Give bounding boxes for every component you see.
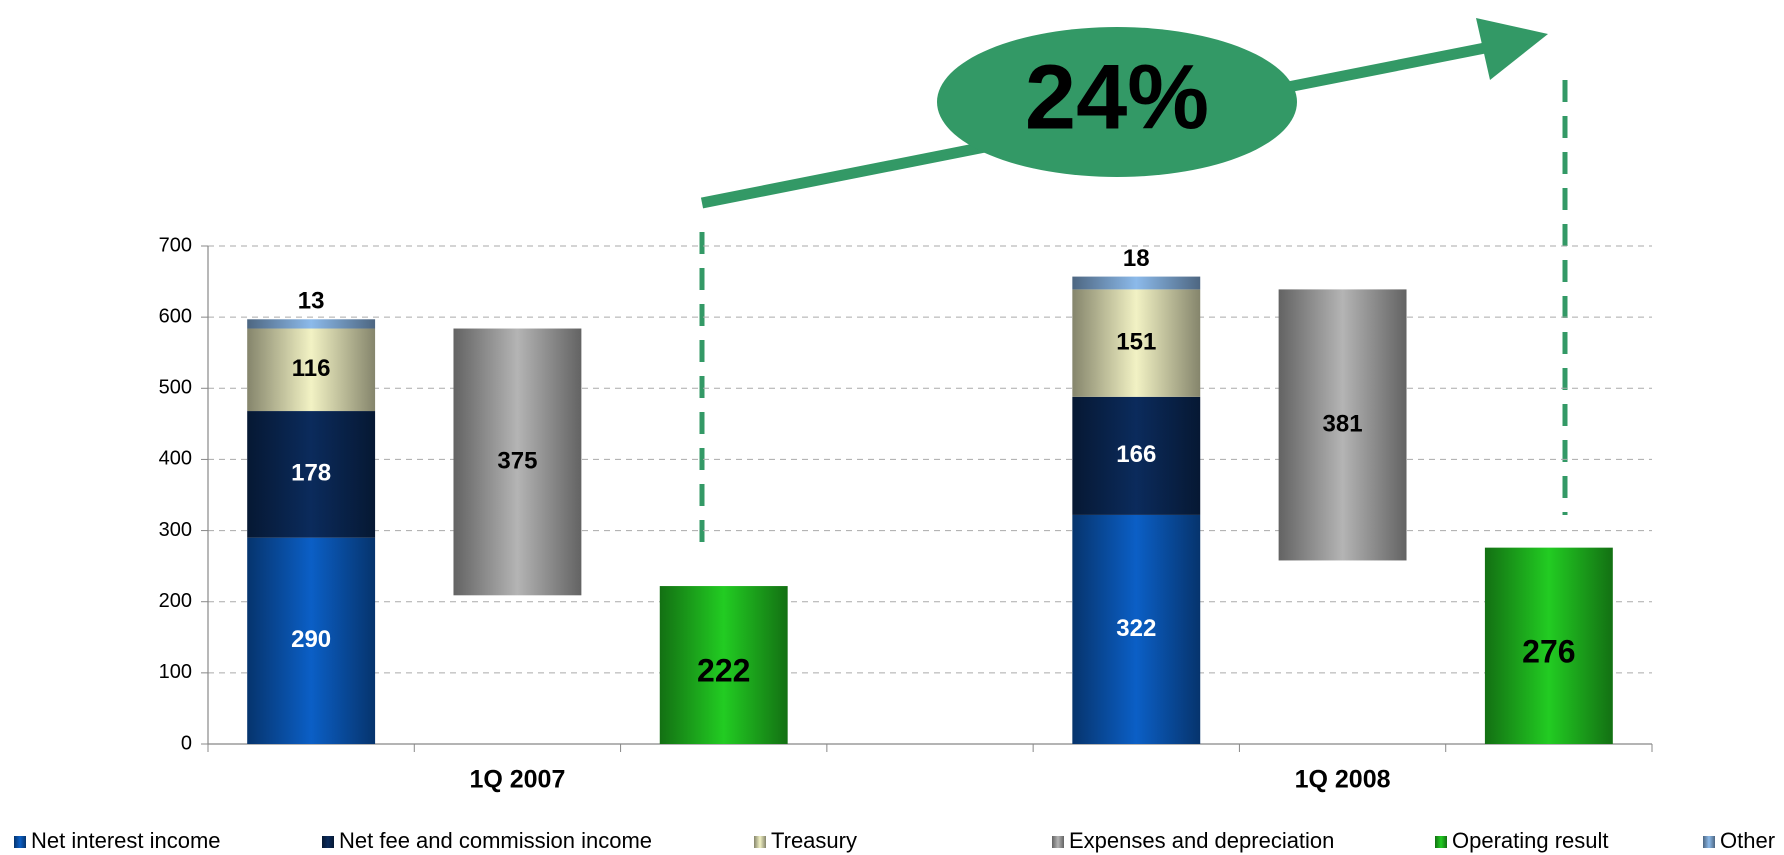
bar-segment [1072, 276, 1201, 290]
legend-swatch [322, 836, 334, 848]
growth-arrow [699, 18, 1568, 550]
y-tick-label: 100 [159, 661, 192, 683]
bar-segment [247, 328, 376, 412]
y-tick-label: 0 [181, 732, 192, 754]
data-label: 290 [291, 626, 331, 653]
data-label: 178 [291, 460, 331, 487]
y-tick-label: 300 [159, 519, 192, 541]
bar-segment [1072, 396, 1201, 515]
legend-label: Operating result [1452, 828, 1609, 853]
data-label: 151 [1116, 328, 1156, 355]
bar-segment [1484, 547, 1613, 744]
x-tick-label: 1Q 2008 [1295, 766, 1391, 794]
data-label: 18 [1123, 245, 1150, 272]
data-label: 116 [292, 355, 331, 382]
legend-label: Other [1720, 828, 1775, 853]
growth-label: 24% [1025, 46, 1209, 148]
bar-segment [247, 411, 376, 538]
legend-swatch [1703, 836, 1715, 848]
legend-swatch [14, 836, 26, 848]
legend-label: Expenses and depreciation [1069, 828, 1334, 853]
data-label: 322 [1116, 615, 1156, 642]
legend-label: Net interest income [31, 828, 221, 853]
bar-segment [1072, 289, 1201, 397]
bar-segment [659, 586, 788, 744]
y-tick-label: 500 [159, 377, 192, 399]
legend-label: Net fee and commission income [339, 828, 652, 853]
legend-swatch [1052, 836, 1064, 848]
data-label: 166 [1116, 441, 1156, 468]
legend-swatch [754, 836, 766, 848]
bar-segment [1278, 289, 1407, 561]
y-tick-label: 200 [159, 590, 192, 612]
bar-segment [247, 537, 376, 744]
data-label: 375 [497, 447, 537, 474]
data-label: 381 [1323, 410, 1363, 437]
y-tick-label: 400 [159, 448, 192, 470]
legend-label: Treasury [771, 828, 857, 853]
bar-segment [1072, 514, 1201, 744]
legend-swatch [1435, 836, 1447, 848]
y-tick-label: 700 [159, 234, 192, 256]
data-label: 222 [697, 652, 750, 688]
bar-segment [247, 319, 376, 329]
data-label: 276 [1522, 633, 1575, 669]
data-label: 13 [298, 288, 325, 315]
bar-segment [453, 328, 582, 596]
x-tick-label: 1Q 2007 [469, 766, 565, 794]
y-tick-label: 600 [159, 305, 192, 327]
